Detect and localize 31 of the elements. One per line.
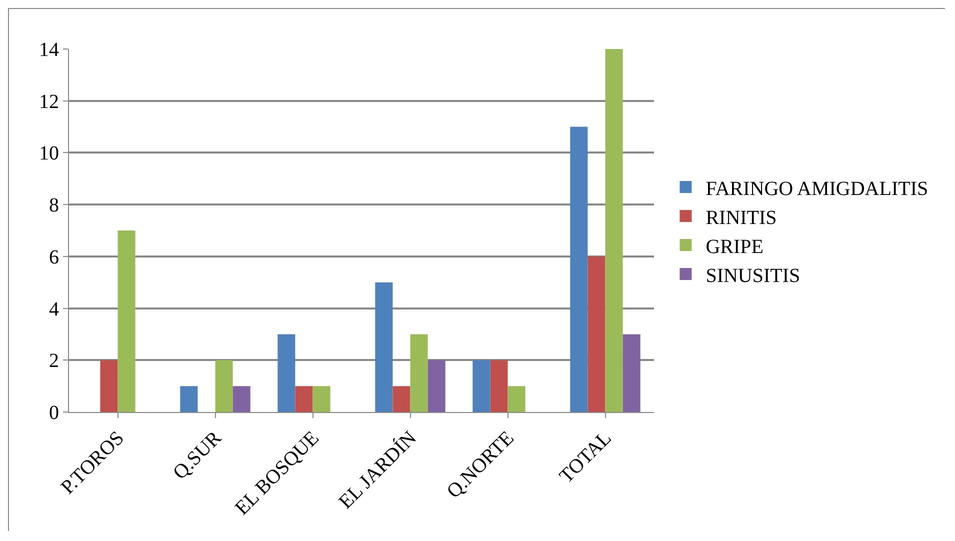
bar: [570, 126, 588, 412]
legend-label: SINUSITIS: [706, 264, 800, 287]
y-tick-label: 12: [39, 90, 59, 113]
y-tick-label: 4: [49, 298, 59, 320]
y-tick-label: 10: [39, 142, 59, 165]
y-tick-label: 14: [39, 39, 59, 61]
bar: [410, 334, 428, 412]
legend-label: RINITIS: [706, 206, 777, 229]
bar: [118, 230, 136, 412]
bar: [312, 386, 330, 412]
legend-label: GRIPE: [706, 236, 764, 258]
bar: [278, 334, 296, 412]
y-tick-label: 6: [49, 246, 59, 268]
bar: [428, 360, 446, 412]
y-tick-label: 8: [49, 194, 59, 217]
bar: [472, 360, 490, 412]
bar: [490, 360, 508, 412]
bar: [588, 256, 606, 412]
bar: [180, 386, 198, 412]
y-tick-label: 0: [49, 402, 59, 424]
bar: [232, 386, 250, 412]
bar: [605, 49, 623, 412]
bar: [100, 360, 118, 412]
bar: [295, 386, 313, 412]
y-tick-label: 2: [49, 350, 59, 372]
bar: [392, 386, 410, 412]
legend-label: FARINGO AMIGDALITIS: [706, 178, 928, 200]
bar: [508, 386, 526, 412]
bar: [375, 282, 393, 412]
bar: [215, 360, 233, 412]
bar: [622, 334, 640, 412]
